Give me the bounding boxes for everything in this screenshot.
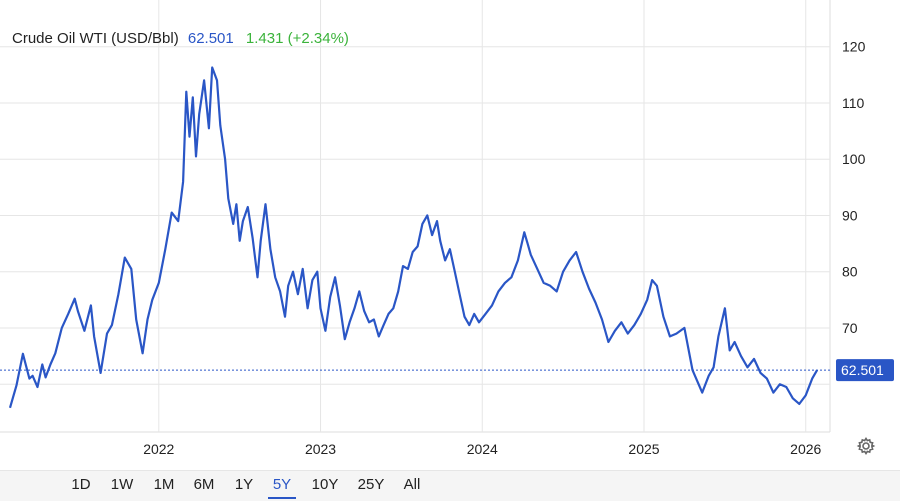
range-selector: 1D 1W 1M 6M 1Y 5Y 10Y 25Y All bbox=[0, 470, 900, 501]
y-tick-label: 120 bbox=[842, 39, 866, 55]
range-button-6m[interactable]: 6M bbox=[193, 476, 215, 493]
y-tick-label: 90 bbox=[842, 207, 858, 223]
y-axis-ticks: 70 80 90 100 110 120 bbox=[842, 39, 866, 336]
range-button-5y[interactable]: 5Y bbox=[268, 473, 296, 499]
x-tick-label: 2024 bbox=[467, 441, 498, 457]
gear-icon[interactable] bbox=[856, 436, 876, 456]
range-button-1m[interactable]: 1M bbox=[153, 476, 175, 493]
y-tick-label: 110 bbox=[842, 95, 865, 111]
y-tick-label: 70 bbox=[842, 320, 858, 336]
chart-header: Crude Oil WTI (USD/Bbl) 62.501 1.431 (+2… bbox=[12, 30, 349, 47]
range-button-all[interactable]: All bbox=[403, 476, 421, 493]
header-price: 62.501 bbox=[187, 30, 234, 47]
range-button-10y[interactable]: 10Y bbox=[311, 476, 339, 493]
range-button-1y[interactable]: 1Y bbox=[234, 476, 254, 493]
chart-title: Crude Oil WTI (USD/Bbl) bbox=[12, 30, 179, 47]
range-button-1w[interactable]: 1W bbox=[110, 476, 134, 493]
series-line-crude-oil bbox=[8, 66, 819, 409]
y-tick-label: 100 bbox=[842, 151, 866, 167]
x-tick-label: 2025 bbox=[628, 441, 659, 457]
current-price-badge: 62.501 bbox=[836, 359, 894, 382]
range-button-1d[interactable]: 1D bbox=[71, 476, 91, 493]
range-button-25y[interactable]: 25Y bbox=[357, 476, 385, 493]
x-axis-ticks: 2022 2023 2024 2025 2026 bbox=[143, 441, 821, 457]
x-tick-label: 2023 bbox=[305, 441, 336, 457]
grid-lines bbox=[0, 0, 831, 433]
x-tick-label: 2022 bbox=[143, 441, 174, 457]
current-price-label: 62.501 bbox=[841, 362, 884, 378]
header-change: 1.431 (+2.34%) bbox=[245, 30, 349, 47]
y-tick-label: 80 bbox=[842, 264, 858, 280]
x-tick-label: 2026 bbox=[790, 441, 821, 457]
